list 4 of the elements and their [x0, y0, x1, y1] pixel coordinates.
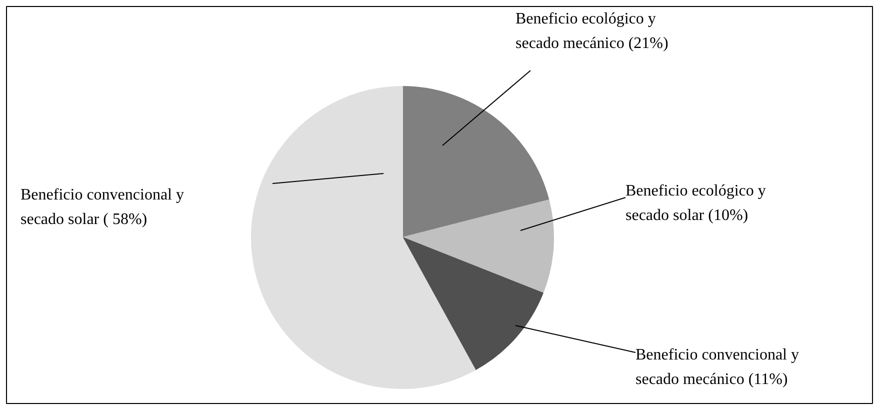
slice-label: Beneficio convencional y secado mecánico (11%) — [636, 346, 799, 388]
slice-label: Beneficio ecológico y secado solar (10%) — [626, 182, 766, 224]
slice-label: Beneficio convencional y secado solar ( 58%) — [20, 186, 184, 228]
slice-label: Beneficio ecológico y secado mecánico (21%) — [516, 10, 668, 52]
